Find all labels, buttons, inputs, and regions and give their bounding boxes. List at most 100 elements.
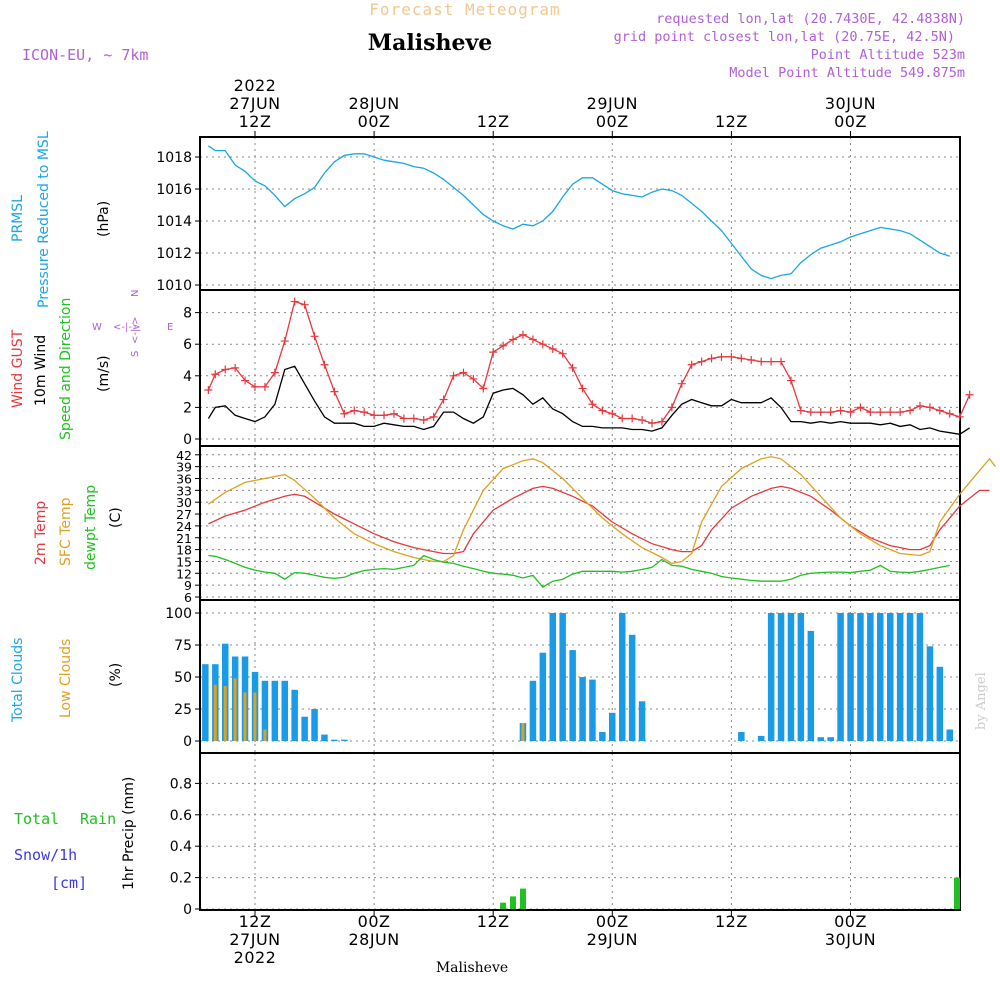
compass-s: S [130,351,141,357]
y-tick-label: 75 [174,638,192,654]
time-tick-label: 30JUN [825,930,876,949]
wind-gust-marker [360,408,369,417]
y-tick-label: 36 [176,472,192,487]
prmsl-label: PRMSL [10,195,26,242]
total-cloud-bar [847,613,854,741]
time-tick-label: 29JUN [587,930,638,949]
y-tick-label: 0 [183,902,192,918]
wind-gust-marker [310,332,319,341]
wind-gust-marker [915,401,924,410]
time-tick-label: 12Z [715,912,748,931]
product-title: Forecast Meteogram [369,0,560,19]
y-tick-label: 1016 [156,182,192,198]
y-tick-label: 6 [183,337,192,353]
y-tick-label: 25 [174,702,192,718]
rain-bar [510,896,516,909]
wind-gust-marker [925,403,934,412]
wind-gust-marker [945,409,954,418]
wind-gust-marker [204,386,213,395]
y-tick-label: 42 [176,448,192,463]
panel-frame [199,136,961,291]
y-tick-label: 6 [184,590,192,605]
total-cloud-bar [609,712,616,741]
wind-gust-marker [826,408,835,417]
time-tick-label: 28JUN [348,930,399,949]
wind-gust-marker [796,406,805,415]
wind-gust-marker [231,363,240,372]
time-tick-label: 27JUN [229,930,280,949]
wind-gust-marker [350,406,359,415]
precip-panel: 0 0.2 0.4 0.6 0.8 [170,752,961,918]
wind-gust-marker [786,376,795,385]
wind-gust-marker [419,416,428,425]
wind-gust-marker [846,408,855,417]
precip-rain-label: Rain [80,810,116,828]
total-cloud-bar [341,739,348,741]
wind-unit: (m/s) [96,355,112,392]
dewpoint-line [208,554,950,588]
temp-sfc-line [208,456,996,565]
rain-bar [520,888,526,909]
wind-gust-marker [300,300,309,309]
wind-gust-marker [767,357,776,366]
total-cloud-bar [936,666,944,741]
y-tick-label: 2 [183,400,192,416]
wind-gust-marker [260,382,269,391]
temp-2m-line [208,485,990,555]
total-cloud-bar [559,613,566,741]
y-tick-label: 8 [183,306,192,322]
time-tick-label: 12Z [477,112,510,131]
time-tick-label: 00Z [834,912,867,931]
wind-gust-marker [588,400,597,409]
precip-snow-label: Snow/1h [14,846,77,864]
wind-gust-marker [886,408,895,417]
wind-gust-marker [568,363,577,372]
total-cloud-bar [202,664,209,741]
wind-gust-marker [836,406,845,415]
wind-gust-marker [717,352,726,361]
time-tick-label: 00Z [358,912,391,931]
wind-gust-marker [399,414,408,423]
wind-gust-marker [896,408,905,417]
y-tick-label: 15 [176,554,192,569]
total-cloud-bar [946,729,953,741]
total-cloud-bar [628,634,636,741]
time-tick-label: 12Z [239,912,272,931]
time-tick-label: 28JUN [348,94,399,113]
wind-gust-marker [459,368,468,377]
total-cloud-bar [529,680,537,741]
compass-vertical: <-|-> [130,317,141,344]
total-cloud-bar [757,735,765,741]
wind-gust-marker [628,414,637,423]
wind-dir-label: Speed and Direction [58,298,74,440]
wind-gust-marker [618,414,627,423]
y-tick-label: 30 [176,495,192,510]
low-cloud-bar [223,686,227,741]
wind-gust-marker [806,408,815,417]
wind-gust-marker [548,344,557,353]
total-clouds-label: Total Clouds [10,638,26,723]
rain-bar [500,902,507,909]
total-cloud-bar [827,737,834,741]
wind-gust-marker [707,354,716,363]
time-tick-label: 27JUN [229,94,280,113]
precip-total-label: Total [14,810,59,828]
wind-gust-marker [965,390,974,399]
total-cloud-bar [539,652,547,741]
wind-gust-marker [389,409,398,418]
location-title: Malisheve [368,30,492,56]
total-cloud-bar [877,613,884,741]
footer-location: Malisheve [436,960,508,976]
pressure-unit: (hPa) [96,201,112,237]
time-tick-label: 12Z [715,112,748,131]
y-tick-label: 100 [165,606,192,622]
y-tick-label: 39 [176,460,192,475]
credit: by Angel [974,672,989,730]
low-cloud-bar [253,692,257,741]
wind-panel: 0 2 4 6 8 [183,289,974,448]
y-tick-label: 1010 [156,278,192,294]
compass-n: N [130,290,141,297]
wind-gust-marker [876,408,885,417]
wind-gust-marker [330,387,339,396]
time-tick-label: 12Z [477,912,510,931]
